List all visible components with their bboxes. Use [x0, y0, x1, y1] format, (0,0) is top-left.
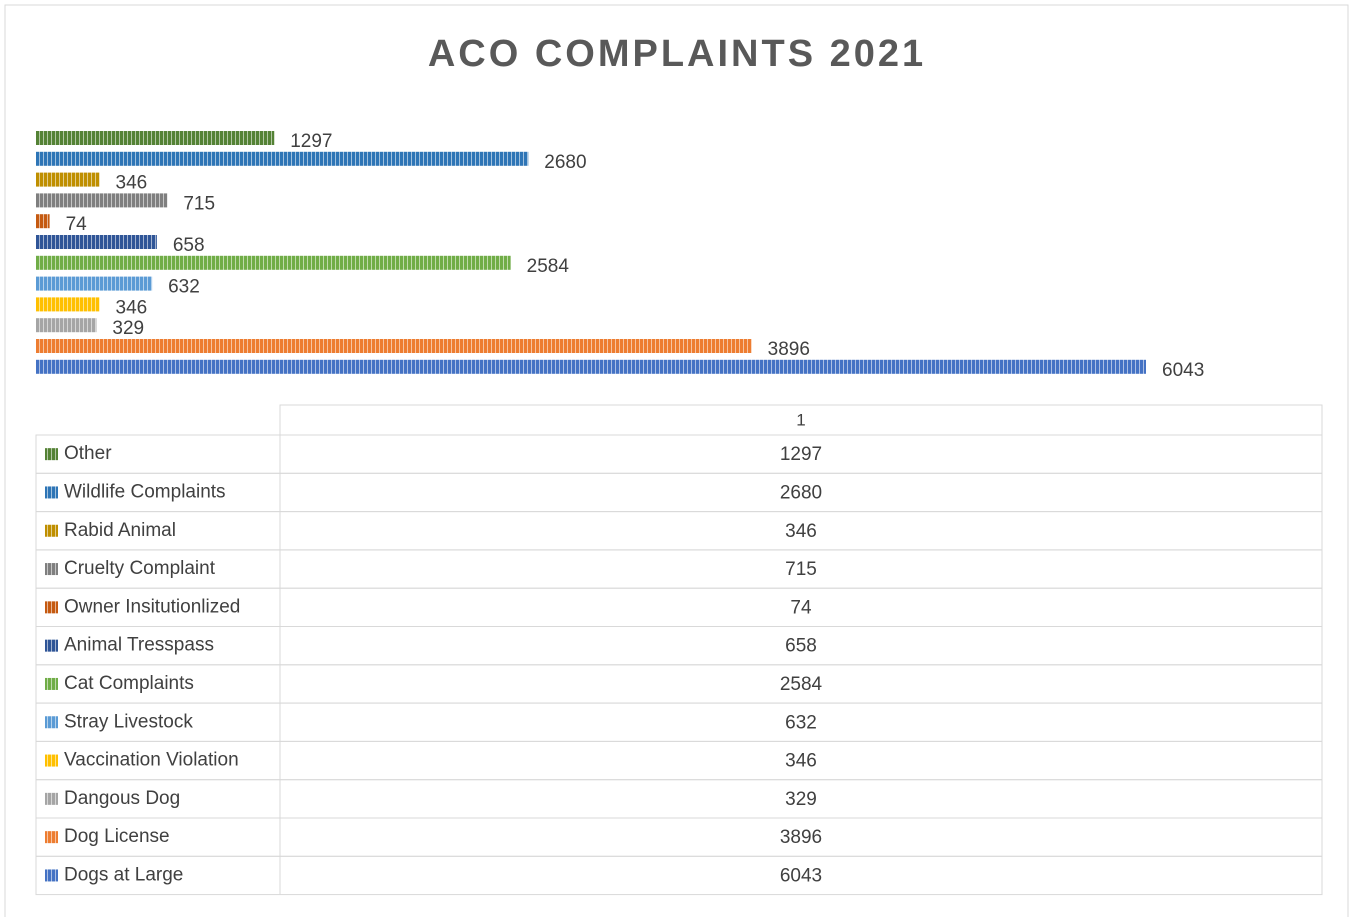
table-row: [35, 855, 1323, 896]
table-value: 346: [785, 751, 817, 772]
table-value: 74: [790, 597, 812, 618]
legend-key: [45, 601, 58, 614]
data-label: 6043: [1162, 360, 1204, 381]
data-label: 3896: [768, 339, 810, 360]
data-label: 2680: [544, 152, 586, 173]
legend-label: Rabid Animal: [64, 520, 176, 541]
legend-key: [45, 448, 58, 461]
bar: [36, 214, 50, 229]
bar: [36, 151, 529, 166]
data-label: 74: [66, 214, 88, 235]
data-label: 1297: [290, 131, 332, 152]
legend-key: [45, 831, 58, 844]
legend-label: Cat Complaints: [64, 673, 194, 694]
bar: [36, 339, 752, 353]
legend-label: Animal Tresspass: [64, 635, 214, 656]
bar: [36, 318, 97, 333]
data-label: 346: [116, 297, 148, 318]
bar: [36, 172, 100, 187]
table-value: 3896: [780, 827, 822, 848]
legend-label: Cruelty Complaint: [64, 558, 216, 579]
bar: [36, 255, 511, 270]
table-value: 658: [785, 636, 817, 657]
bar: [36, 359, 1146, 374]
legend-label: Vaccination Violation: [64, 750, 239, 771]
data-label: 2584: [527, 256, 570, 277]
table-value: 6043: [780, 865, 822, 886]
bar: [36, 193, 168, 208]
table-value: 715: [785, 559, 817, 580]
data-label: 632: [168, 277, 200, 298]
legend-key: [45, 563, 58, 576]
table-value: 2680: [780, 482, 822, 503]
legend-label: Other: [64, 443, 112, 464]
data-label: 658: [173, 235, 205, 256]
bar: [36, 276, 153, 291]
legend-label: Dogs at Large: [64, 864, 183, 885]
legend-key: [45, 524, 58, 537]
table-value: 2584: [780, 674, 823, 695]
table-value: 346: [785, 521, 817, 542]
legend-key: [45, 716, 58, 729]
chart-title: ACO COMPLAINTS 2021: [428, 33, 926, 75]
table-value: 632: [785, 712, 817, 733]
table-header: 1: [796, 410, 805, 429]
legend-label: Dangous Dog: [64, 788, 180, 809]
table-value: 329: [785, 789, 817, 810]
legend-label: Dog License: [64, 826, 170, 847]
data-label: 346: [116, 173, 148, 194]
legend-key: [45, 754, 58, 767]
legend-key: [45, 677, 58, 690]
legend-label: Wildlife Complaints: [64, 481, 226, 502]
legend-key: [45, 639, 58, 652]
bar: [36, 235, 157, 249]
legend-key: [45, 486, 58, 499]
legend-label: Owner Insitutionlized: [64, 596, 240, 617]
legend-key: [45, 792, 58, 805]
bar: [36, 131, 275, 145]
data-label: 329: [112, 318, 144, 339]
table-value: 1297: [780, 444, 822, 465]
legend-label: Stray Livestock: [64, 711, 193, 732]
data-label: 715: [183, 193, 215, 214]
bar: [36, 297, 100, 312]
legend-key: [45, 869, 58, 882]
